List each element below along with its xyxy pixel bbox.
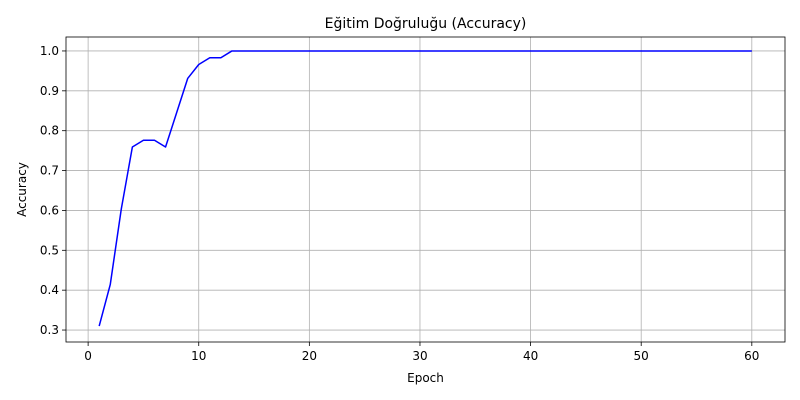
y-tick-label: 0.8	[40, 124, 59, 138]
plot-frame	[65, 36, 786, 343]
y-tick-label: 0.5	[40, 243, 59, 257]
x-tick-label: 30	[412, 349, 427, 363]
accuracy-series-line	[98, 50, 752, 327]
y-tick-label: 0.4	[40, 283, 59, 297]
x-tick-label: 20	[302, 349, 317, 363]
axis-ticks: 0 10 20 30 40 50 60 0.3 0.4 0.5 0.6 0.7 0.8 0.9 1.0	[40, 44, 760, 363]
x-tick-label: 0	[84, 349, 92, 363]
grid-lines	[66, 37, 785, 342]
x-tick-label: 60	[744, 349, 759, 363]
x-tick-label: 50	[634, 349, 649, 363]
y-tick-label: 0.7	[40, 164, 59, 178]
y-tick-label: 0.9	[40, 84, 59, 98]
x-axis-label: Epoch	[407, 371, 444, 385]
y-axis-label: Accuracy	[15, 162, 29, 217]
x-tick-label: 10	[191, 349, 206, 363]
series-layer	[98, 50, 752, 327]
x-tick-label: 40	[523, 349, 538, 363]
y-tick-label: 1.0	[40, 44, 59, 58]
y-tick-label: 0.3	[40, 323, 59, 337]
chart-title: Eğitim Doğruluğu (Accuracy)	[325, 16, 527, 32]
y-tick-label: 0.6	[40, 203, 59, 217]
